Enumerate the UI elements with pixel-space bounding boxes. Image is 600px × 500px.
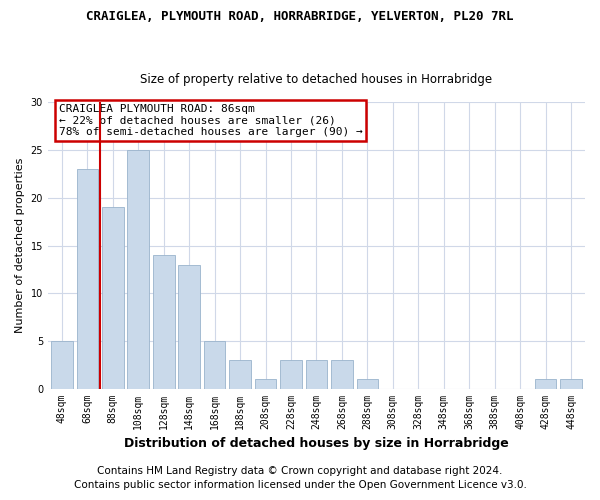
Bar	[102, 208, 124, 388]
Bar	[356, 379, 378, 388]
Bar	[280, 360, 302, 388]
Title: Size of property relative to detached houses in Horrabridge: Size of property relative to detached ho…	[140, 73, 493, 86]
X-axis label: Distribution of detached houses by size in Horrabridge: Distribution of detached houses by size …	[124, 437, 509, 450]
Bar	[127, 150, 149, 388]
Text: CRAIGLEA, PLYMOUTH ROAD, HORRABRIDGE, YELVERTON, PL20 7RL: CRAIGLEA, PLYMOUTH ROAD, HORRABRIDGE, YE…	[86, 10, 514, 23]
Y-axis label: Number of detached properties: Number of detached properties	[15, 158, 25, 333]
Bar	[153, 255, 175, 388]
Bar	[560, 379, 582, 388]
Bar	[229, 360, 251, 388]
Bar	[535, 379, 556, 388]
Bar	[51, 341, 73, 388]
Bar	[204, 341, 226, 388]
Bar	[178, 264, 200, 388]
Bar	[77, 169, 98, 388]
Text: Contains HM Land Registry data © Crown copyright and database right 2024.
Contai: Contains HM Land Registry data © Crown c…	[74, 466, 526, 490]
Bar	[305, 360, 327, 388]
Bar	[331, 360, 353, 388]
Bar	[255, 379, 277, 388]
Text: CRAIGLEA PLYMOUTH ROAD: 86sqm
← 22% of detached houses are smaller (26)
78% of s: CRAIGLEA PLYMOUTH ROAD: 86sqm ← 22% of d…	[59, 104, 362, 137]
